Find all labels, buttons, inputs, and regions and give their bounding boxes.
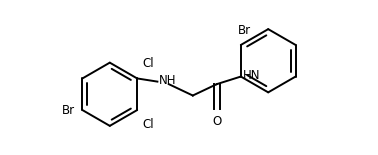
Text: Br: Br xyxy=(238,24,251,37)
Text: Br: Br xyxy=(62,104,75,117)
Text: Cl: Cl xyxy=(143,118,155,131)
Text: O: O xyxy=(212,115,222,128)
Text: HN: HN xyxy=(243,69,260,82)
Text: NH: NH xyxy=(159,74,177,87)
Text: Cl: Cl xyxy=(143,57,155,70)
